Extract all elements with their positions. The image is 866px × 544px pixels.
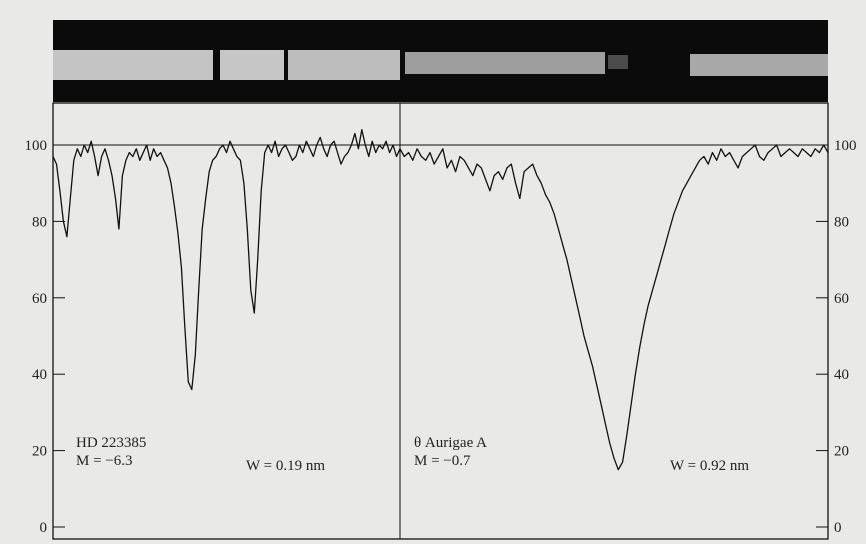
y-tick-label-left: 100	[25, 138, 48, 154]
annotations-left: HD 223385 M = −6.3 W = 0.19 nm	[76, 435, 325, 474]
annotation-width-left: W = 0.19 nm	[246, 458, 325, 474]
y-tick-label-left: 40	[32, 367, 47, 383]
plot-frame	[52, 102, 829, 540]
series-line-hd-223385	[52, 129, 401, 391]
annotations-right: θ Aurigae A M = −0.7 W = 0.92 nm	[414, 435, 749, 474]
y-tick-label-left: 60	[32, 291, 47, 307]
y-tick-label-right: 80	[834, 214, 849, 230]
annotation-star-name-left: HD 223385	[76, 435, 146, 451]
annotation-magnitude-right: M = −0.7	[414, 453, 471, 469]
y-tick-label-right: 100	[834, 138, 857, 154]
annotation-width-right: W = 0.92 nm	[670, 458, 749, 474]
y-tick-label-left: 0	[40, 520, 48, 536]
y-tick-label-left: 20	[32, 444, 47, 460]
series-line-theta-aurigae-a	[399, 144, 829, 471]
y-tick-label-left: 80	[32, 214, 47, 230]
y-tick-label-right: 60	[834, 291, 849, 307]
spectrum-strip	[53, 20, 828, 102]
y-tick-label-right: 0	[834, 520, 842, 536]
y-tick-label-right: 40	[834, 367, 849, 383]
annotation-star-name-right: θ Aurigae A	[414, 435, 487, 451]
y-tick-label-right: 20	[834, 444, 849, 460]
annotation-magnitude-left: M = −6.3	[76, 453, 133, 469]
